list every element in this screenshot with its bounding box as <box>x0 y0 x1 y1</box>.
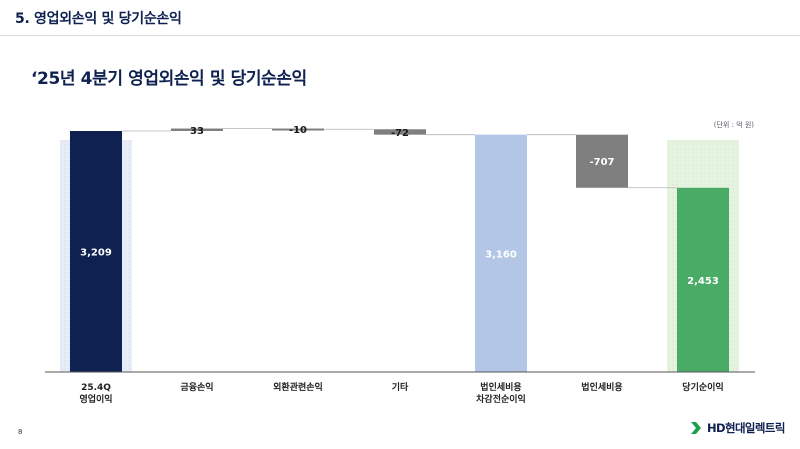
category-label: 금융손익 <box>180 381 213 393</box>
page-number: 8 <box>18 428 23 436</box>
data-label: 3,209 <box>80 248 112 259</box>
bar-6 <box>677 187 729 372</box>
slide-title: ‘25년 4분기 영업외손익 및 당기순손익 <box>31 69 307 89</box>
company-logo: HD현대일렉트릭 <box>690 418 785 438</box>
section-title: 5. 영업외손익 및 당기순손익 <box>15 11 182 27</box>
unit-label: (단위 : 억 원) <box>713 121 754 129</box>
category-label: 법인세비용 <box>480 381 521 393</box>
data-label: 3,160 <box>485 249 517 260</box>
category-label: 기타 <box>392 381 409 393</box>
category-label: 영업이익 <box>79 393 112 405</box>
category-label: 25.4Q <box>81 383 111 393</box>
category-label: 외환관련손익 <box>273 381 323 393</box>
bar-2 <box>272 128 324 131</box>
header-divider <box>0 35 800 36</box>
data-label: -72 <box>391 128 409 139</box>
bar-4 <box>475 134 527 372</box>
category-label: 법인세비용 <box>581 381 622 393</box>
category-label: 차감전순이익 <box>476 393 526 405</box>
bar-5 <box>576 134 628 188</box>
data-label: 2,453 <box>687 276 719 287</box>
data-label: -10 <box>289 125 307 136</box>
logo-chevron-icon <box>691 422 701 434</box>
bar-1 <box>171 128 223 131</box>
data-label: 33 <box>190 126 204 137</box>
bar-3 <box>374 129 426 135</box>
category-label: 당기순이익 <box>682 381 723 393</box>
logo-text: HD현대일렉트릭 <box>707 421 785 435</box>
bar-0 <box>70 131 122 372</box>
data-label: -707 <box>589 157 614 168</box>
